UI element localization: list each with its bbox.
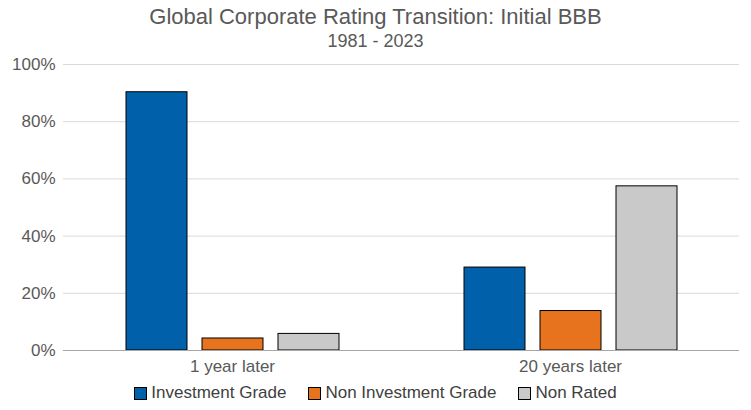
svg-text:0%: 0% [31,341,56,360]
html-text:Investment Grade: Investment Grade [151,383,287,402]
svg-text:1 year later: 1 year later [190,357,275,376]
html-text:1981 - 2023: 1981 - 2023 [327,31,424,51]
html-text:Non Investment Grade: Non Investment Grade [325,383,497,402]
svg-text:100%: 100% [12,55,55,74]
svg-text:20 years later: 20 years later [519,357,622,376]
svg-text:60%: 60% [21,169,55,188]
svg-text:20%: 20% [21,284,55,303]
svg-text:80%: 80% [21,112,55,131]
svg-text:40%: 40% [21,227,55,246]
html-text:Non Rated: Non Rated [535,383,617,402]
html-text:Global Corporate Rating Transi: Global Corporate Rating Transition: Init… [149,4,602,29]
